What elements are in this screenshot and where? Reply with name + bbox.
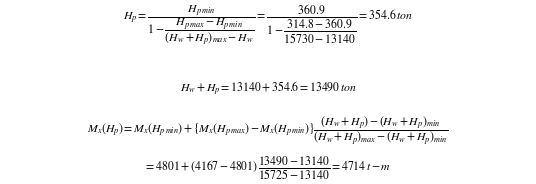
Text: $H_w + H_p = 13140 + 354.6 = 13490\,ton$: $H_w + H_p = 13140 + 354.6 = 13490\,ton$	[180, 79, 356, 98]
Text: $= 4801 + (4167 - 4801)\,\dfrac{13490 - 13140}{15725 - 13140} = 4714\,t - m$: $= 4801 + (4167 - 4801)\,\dfrac{13490 - …	[145, 154, 391, 182]
Text: $M_x(H_p) = M_x(H_{p\,min}) + \left\{M_x(H_{p\,max}) - M_x(H_{p\,min})\right\}\d: $M_x(H_p) = M_x(H_{p\,min}) + \left\{M_x…	[87, 114, 449, 147]
Text: $\mathbf{\mathit{H_p = \dfrac{H_{p\,min}}{1 - \dfrac{H_{p\,max} - H_{p\,min}}{\l: $\mathbf{\mathit{H_p = \dfrac{H_{p\,min}…	[123, 2, 413, 47]
